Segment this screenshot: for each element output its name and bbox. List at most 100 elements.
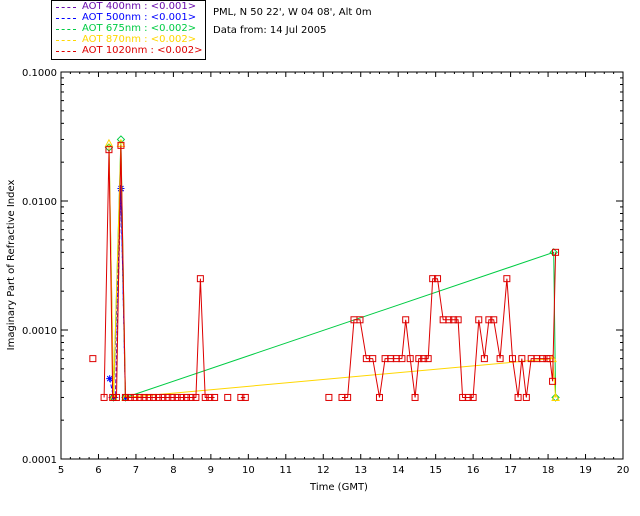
x-tick-label: 9: [208, 465, 214, 476]
point-marker: [356, 316, 364, 324]
legend-swatch: [56, 51, 76, 52]
legend-label: AOT 500nm : <0.001>: [82, 12, 197, 23]
x-tick-label: 15: [429, 465, 442, 476]
point-marker: [464, 393, 472, 401]
x-tick-label: 12: [317, 465, 330, 476]
legend-item-500nm: AOT 500nm : <0.001>: [52, 12, 205, 24]
point-marker: [168, 393, 176, 401]
point-marker: [344, 393, 352, 401]
point-marker: [211, 393, 219, 401]
legend-item-870nm: AOT 870nm : <0.002>: [52, 34, 205, 46]
point-marker: [325, 393, 333, 401]
point-marker: [485, 316, 493, 324]
point-marker: [112, 393, 120, 401]
legend-item-1020nm: AOT 1020nm : <0.002>: [52, 45, 205, 57]
point-marker: [187, 393, 195, 401]
point-marker: [192, 393, 200, 401]
legend-label: AOT 400nm : <0.001>: [82, 1, 197, 12]
legend-label: AOT 675nm : <0.002>: [82, 23, 197, 34]
legend-item-400nm: AOT 400nm : <0.001>: [52, 1, 205, 13]
legend-label: AOT 870nm : <0.002>: [82, 34, 197, 45]
series-line: [103, 145, 215, 398]
point-marker: [154, 393, 162, 401]
x-tick-label: 10: [242, 465, 255, 476]
x-axis: 5 6 7 8 9 10 11 12 13 14 15 16 17 18 19 20: [58, 72, 630, 476]
point-marker: [126, 393, 134, 401]
point-marker: [106, 375, 114, 383]
point-marker: [206, 393, 214, 401]
legend: AOT 400nm : <0.001> AOT 500nm : <0.001> …: [51, 0, 206, 60]
x-tick-label: 19: [579, 465, 592, 476]
series-aot-870nm-0-002-: [104, 138, 560, 401]
y-axis-label: Imaginary Part of Refractive Index: [6, 180, 17, 351]
point-marker: [145, 393, 153, 401]
series-line: [108, 143, 557, 399]
x-tick-label: 16: [467, 465, 480, 476]
x-tick-label: 11: [279, 465, 292, 476]
point-marker: [159, 393, 167, 401]
point-marker: [121, 393, 129, 401]
point-marker: [136, 393, 144, 401]
legend-swatch: [56, 7, 76, 8]
point-marker: [178, 393, 186, 401]
series-line: [342, 252, 557, 398]
x-tick-label: 20: [617, 465, 630, 476]
station-location: PML, N 50 22', W 04 08', Alt 0m: [213, 7, 372, 18]
point-marker: [201, 393, 209, 401]
legend-swatch: [56, 18, 76, 19]
data-date: Data from: 14 Jul 2005: [213, 25, 327, 36]
point-marker: [503, 275, 511, 283]
point-marker: [173, 393, 181, 401]
legend-label: AOT 1020nm : <0.002>: [82, 45, 203, 56]
x-tick-label: 13: [354, 465, 367, 476]
series-aot-1020nm-0-002-: [89, 141, 560, 401]
y-axis: 0.0001 0.0010 0.0100 0.1000: [22, 68, 623, 466]
y-tick-label: 0.0001: [22, 455, 57, 466]
x-tick-label: 6: [95, 465, 101, 476]
point-marker: [480, 355, 488, 363]
point-marker: [241, 393, 249, 401]
point-marker: [116, 135, 126, 144]
x-tick-label: 7: [133, 465, 139, 476]
point-marker: [164, 393, 172, 401]
point-marker: [415, 355, 423, 363]
point-marker: [551, 392, 560, 401]
point-marker: [496, 355, 504, 363]
point-marker: [514, 393, 522, 401]
series-line: [108, 139, 557, 399]
point-marker: [434, 275, 442, 283]
point-marker: [183, 393, 191, 401]
point-marker: [375, 393, 383, 401]
point-marker: [105, 146, 113, 154]
point-marker: [450, 316, 458, 324]
point-marker: [402, 316, 410, 324]
series-layer: [89, 135, 560, 402]
point-marker: [475, 316, 483, 324]
series-aot-675nm-0-002-: [104, 135, 560, 402]
y-tick-label: 0.0010: [22, 326, 57, 337]
point-marker: [140, 393, 148, 401]
point-marker: [429, 275, 437, 283]
point-marker: [398, 355, 406, 363]
point-marker: [469, 393, 477, 401]
x-tick-label: 18: [542, 465, 555, 476]
point-marker: [131, 393, 139, 401]
point-marker: [117, 184, 125, 192]
point-marker: [445, 316, 453, 324]
x-axis-label: Time (GMT): [309, 482, 368, 493]
point-marker: [538, 355, 546, 363]
legend-swatch: [56, 29, 76, 30]
point-marker: [150, 393, 158, 401]
point-marker: [89, 355, 97, 363]
legend-swatch: [56, 40, 76, 41]
x-tick-label: 5: [58, 465, 64, 476]
point-marker: [424, 355, 432, 363]
point-marker: [100, 393, 108, 401]
point-marker: [411, 393, 419, 401]
point-marker: [224, 393, 232, 401]
y-tick-label: 0.0100: [22, 197, 57, 208]
point-marker: [549, 377, 557, 385]
point-marker: [369, 355, 377, 363]
